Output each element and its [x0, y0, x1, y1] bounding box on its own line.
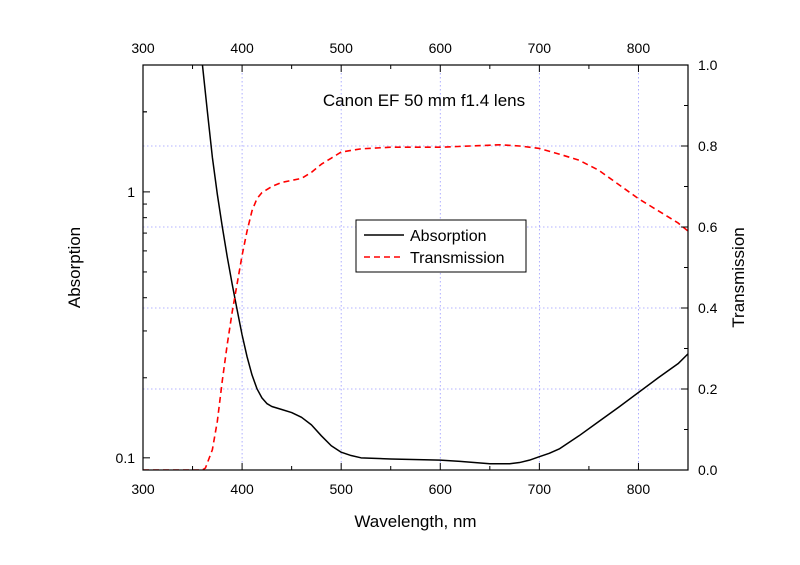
- chart-title: Canon EF 50 mm f1.4 lens: [323, 91, 525, 110]
- y-right-tick-label: 0.0: [698, 462, 718, 478]
- x-tick-label: 600: [429, 481, 453, 497]
- x-tick-label: 800: [627, 481, 651, 497]
- series-line-transmission: [143, 143, 688, 470]
- y-right-tick-label: 0.8: [698, 138, 718, 154]
- x-tick-label: 400: [230, 481, 254, 497]
- y-left-tick-label: 1: [127, 184, 135, 200]
- legend: Absorption Transmission: [355, 219, 527, 273]
- y-right-tick-label: 1.0: [698, 57, 718, 73]
- x-tick-label: 700: [528, 481, 552, 497]
- y-right-tick-label: 0.4: [698, 300, 718, 316]
- x-top-tick-label: 300: [131, 40, 155, 56]
- series-line-absorption: [201, 65, 688, 465]
- x-tick-label: 500: [330, 481, 354, 497]
- y-left-tick-label: 0.1: [116, 450, 136, 466]
- x-top-tick-label: 700: [528, 40, 552, 56]
- x-top-tick-label: 400: [230, 40, 254, 56]
- legend-label-absorption: Absorption: [410, 228, 487, 245]
- y-right-axis-title: Transmission: [729, 227, 748, 327]
- series-layer: [143, 65, 688, 470]
- x-top-tick-label: 500: [330, 40, 354, 56]
- ticks: 300 300 400 400 500 500 600 600 700 700 800 800 0.0 0…: [116, 40, 718, 497]
- x-tick-label: 300: [131, 481, 155, 497]
- x-top-tick-label: 600: [429, 40, 453, 56]
- y-right-tick-label: 0.2: [698, 381, 718, 397]
- legend-label-transmission: Transmission: [410, 250, 505, 267]
- y-right-tick-label: 0.6: [698, 219, 718, 235]
- x-top-tick-label: 800: [627, 40, 651, 56]
- y-left-axis-title: Absorption: [65, 227, 84, 308]
- legend-box: [355, 219, 527, 273]
- x-axis-title: Wavelength, nm: [354, 512, 476, 531]
